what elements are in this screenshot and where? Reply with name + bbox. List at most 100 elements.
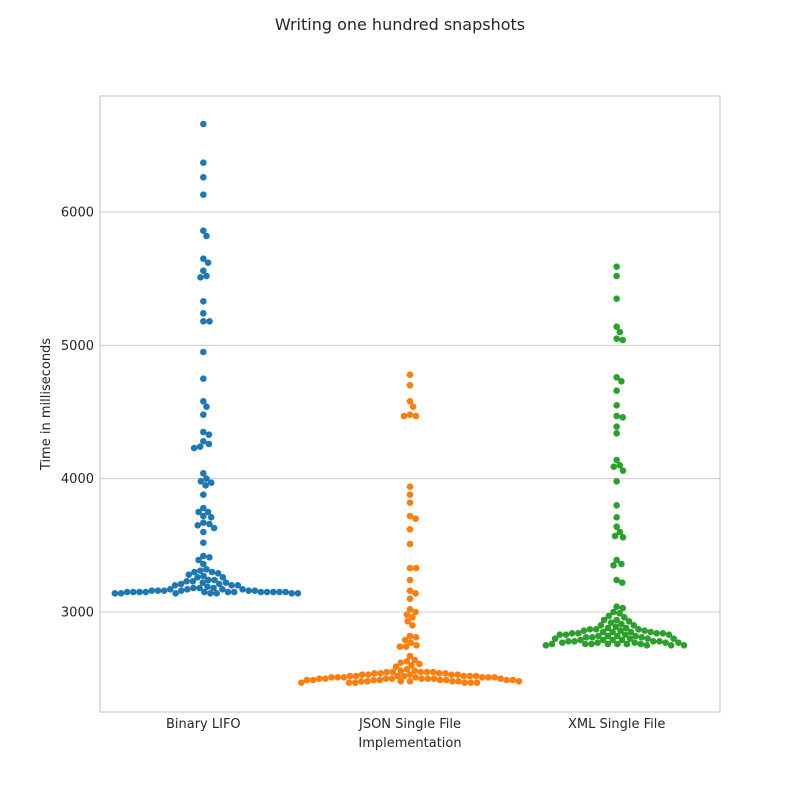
point-1-89 [449, 678, 456, 685]
point-0-16 [200, 375, 207, 382]
point-0-3 [200, 191, 207, 198]
point-1-99 [298, 679, 305, 686]
point-1-54 [365, 671, 372, 678]
point-1-32 [396, 643, 404, 650]
point-2-49 [586, 626, 594, 633]
point-2-26 [613, 556, 620, 564]
point-2-59 [568, 630, 576, 637]
point-1-67 [334, 674, 341, 681]
point-2-66 [604, 632, 612, 640]
point-0-93 [207, 590, 214, 597]
point-2-20 [613, 502, 620, 509]
point-0-33 [204, 508, 212, 516]
point-2-63 [665, 631, 673, 638]
point-2-29 [613, 576, 620, 584]
point-0-71 [184, 586, 191, 593]
point-1-18 [412, 590, 419, 597]
point-2-27 [618, 560, 625, 568]
point-0-4 [200, 227, 207, 234]
point-2-79 [577, 636, 584, 644]
point-0-70 [210, 584, 217, 592]
point-2-56 [647, 628, 654, 636]
point-1-38 [408, 662, 415, 669]
point-0-80 [148, 587, 156, 594]
point-0-53 [200, 572, 207, 580]
point-0-1 [200, 159, 207, 166]
point-2-47 [592, 626, 600, 633]
point-2-8 [618, 378, 625, 385]
point-2-24 [611, 532, 619, 540]
point-0-68 [196, 584, 203, 592]
point-2-9 [613, 387, 620, 394]
point-0-63 [177, 580, 185, 588]
point-0-51 [214, 570, 222, 577]
chart-title: Writing one hundred snapshots [275, 15, 525, 34]
point-0-94 [213, 590, 220, 597]
point-0-62 [215, 580, 223, 588]
point-2-36 [620, 614, 628, 621]
point-0-74 [239, 586, 246, 593]
point-0-81 [201, 588, 208, 596]
point-0-72 [219, 586, 226, 593]
point-1-61 [466, 672, 474, 680]
point-2-55 [627, 628, 635, 636]
point-0-47 [203, 566, 210, 573]
point-1-22 [403, 611, 411, 618]
point-0-85 [142, 588, 150, 596]
point-0-32 [200, 504, 207, 512]
point-0-21 [205, 431, 213, 438]
point-2-83 [565, 638, 572, 645]
point-1-30 [413, 642, 420, 649]
point-1-56 [358, 671, 366, 678]
point-1-77 [497, 675, 504, 682]
point-1-34 [411, 656, 419, 664]
point-2-78 [599, 636, 607, 644]
point-0-67 [204, 583, 211, 590]
point-0-78 [154, 587, 162, 594]
point-0-24 [190, 444, 198, 452]
point-2-77 [618, 636, 626, 644]
point-0-84 [257, 588, 265, 596]
point-0-44 [206, 554, 213, 561]
point-0-65 [171, 582, 179, 589]
point-1-19 [406, 595, 414, 602]
point-1-11 [412, 515, 419, 522]
point-2-41 [618, 620, 625, 628]
point-2-52 [580, 627, 588, 634]
point-1-24 [404, 618, 411, 625]
point-0-11 [200, 298, 207, 305]
point-2-32 [619, 604, 627, 612]
data-points [111, 120, 688, 686]
point-2-4 [616, 328, 624, 336]
point-1-74 [430, 675, 438, 682]
point-1-69 [328, 674, 335, 681]
point-2-12 [619, 414, 627, 421]
point-0-95 [172, 590, 179, 597]
plot-frame [99, 95, 721, 713]
point-0-23 [205, 440, 213, 448]
point-0-82 [224, 588, 232, 596]
point-2-7 [613, 374, 620, 381]
point-1-93 [515, 678, 523, 685]
point-0-28 [197, 478, 205, 485]
point-2-17 [610, 463, 618, 470]
point-0-55 [219, 574, 227, 581]
point-2-62 [562, 631, 570, 638]
point-2-60 [659, 630, 667, 637]
point-0-46 [200, 560, 207, 568]
point-1-97 [345, 679, 353, 686]
point-1-44 [423, 668, 431, 676]
point-1-86 [303, 676, 311, 684]
point-0-92 [282, 588, 289, 596]
point-1-17 [406, 587, 414, 594]
point-2-2 [613, 295, 620, 302]
point-0-98 [111, 590, 119, 597]
point-2-84 [631, 639, 639, 646]
point-1-7 [406, 483, 414, 490]
point-0-13 [200, 318, 207, 325]
point-1-40 [403, 666, 411, 673]
point-0-5 [203, 232, 210, 240]
point-2-89 [614, 640, 621, 648]
point-2-31 [613, 603, 620, 610]
point-0-29 [207, 479, 215, 486]
